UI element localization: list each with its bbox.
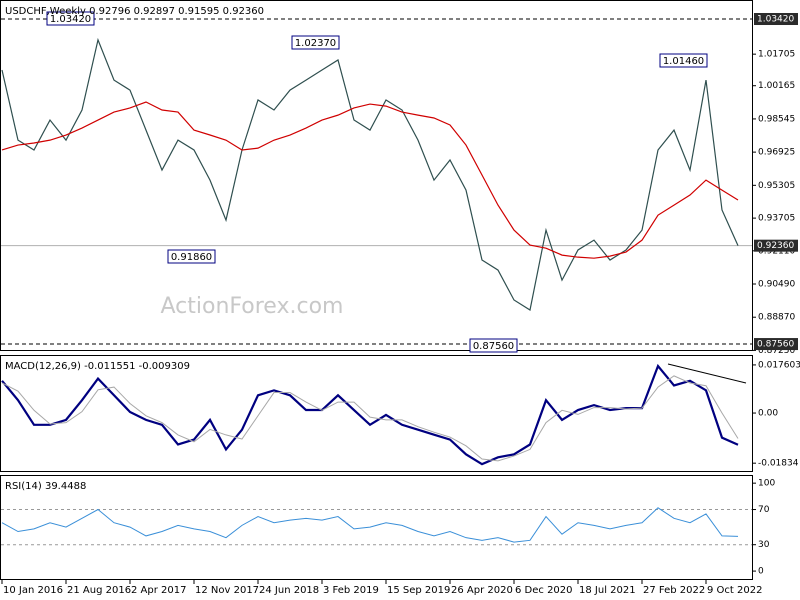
y-tick-label: 0.96925 — [758, 148, 795, 158]
level-label: 0.92360 — [757, 241, 794, 251]
x-tick-label: 15 Sep 2019 — [387, 585, 450, 596]
y-tick-label: 0 — [758, 567, 764, 577]
x-tick-label: 3 Feb 2019 — [323, 585, 379, 596]
x-tick-label: 12 Nov 2017 — [195, 585, 259, 596]
y-tick-label: 0.00 — [758, 409, 778, 419]
y-tick-label: 0.98545 — [758, 114, 795, 124]
series-line — [1, 375, 739, 462]
x-tick-label: 27 Feb 2022 — [643, 585, 705, 596]
annotation-box — [46, 11, 95, 26]
series-line — [1, 37, 739, 312]
panel-frame — [0, 0, 753, 351]
y-tick-label: 0.93705 — [758, 214, 795, 224]
y-tick-label: 1.01705 — [758, 50, 795, 60]
annotation-box — [659, 53, 708, 68]
series-line — [1, 101, 739, 259]
annotation-box — [291, 35, 340, 50]
y-tick-label: 0.95305 — [758, 181, 795, 191]
y-tick-label: 70 — [758, 505, 770, 515]
y-tick-label: 0.87250 — [758, 346, 795, 356]
y-tick-label: 0.90490 — [758, 280, 795, 290]
x-tick-label: 10 Jan 2016 — [3, 585, 63, 596]
annotation-box — [167, 249, 216, 264]
y-tick-label: 0.88870 — [758, 313, 795, 323]
panel-frame — [0, 475, 753, 580]
x-tick-label: 24 Jun 2018 — [259, 585, 319, 596]
annotation-box — [469, 338, 518, 353]
x-tick-label: 18 Jul 2021 — [579, 585, 636, 596]
x-tick-label: 2 Apr 2017 — [131, 585, 186, 596]
panel-title: RSI(14) 39.4488 — [5, 481, 86, 492]
level-box — [754, 239, 798, 252]
panel-title: USDCHF,Weekly 0.92796 0.92897 0.91595 0.… — [5, 6, 264, 17]
annotation-label: 0.91860 — [171, 252, 212, 263]
level-label: 1.03420 — [757, 15, 794, 25]
series-line — [1, 363, 739, 466]
trend-line — [667, 363, 747, 384]
level-label: 0.87560 — [757, 340, 794, 350]
x-tick-label: 6 Dec 2020 — [515, 585, 573, 596]
level-box — [754, 338, 798, 351]
annotation-label: 1.01460 — [663, 56, 704, 67]
level-box — [754, 13, 798, 26]
y-tick-label: 1.00165 — [758, 81, 795, 91]
annotation-label: 1.03420 — [50, 14, 91, 25]
watermark: ActionForex.com — [161, 294, 344, 319]
x-tick-label: 26 Apr 2020 — [451, 585, 513, 596]
y-tick-label: 30 — [758, 540, 770, 550]
panel-title: MACD(12,26,9) -0.011551 -0.009309 — [5, 361, 190, 372]
annotation-label: 1.02370 — [295, 38, 336, 49]
series-line — [1, 507, 739, 543]
y-tick-label: -0.01834 — [758, 459, 799, 469]
x-tick-label: 21 Aug 2016 — [67, 585, 131, 596]
annotation-label: 0.87560 — [473, 341, 514, 352]
x-tick-label: 9 Oct 2022 — [707, 585, 762, 596]
y-tick-label: 0.017603 — [758, 360, 800, 370]
y-tick-label: 100 — [758, 479, 775, 489]
